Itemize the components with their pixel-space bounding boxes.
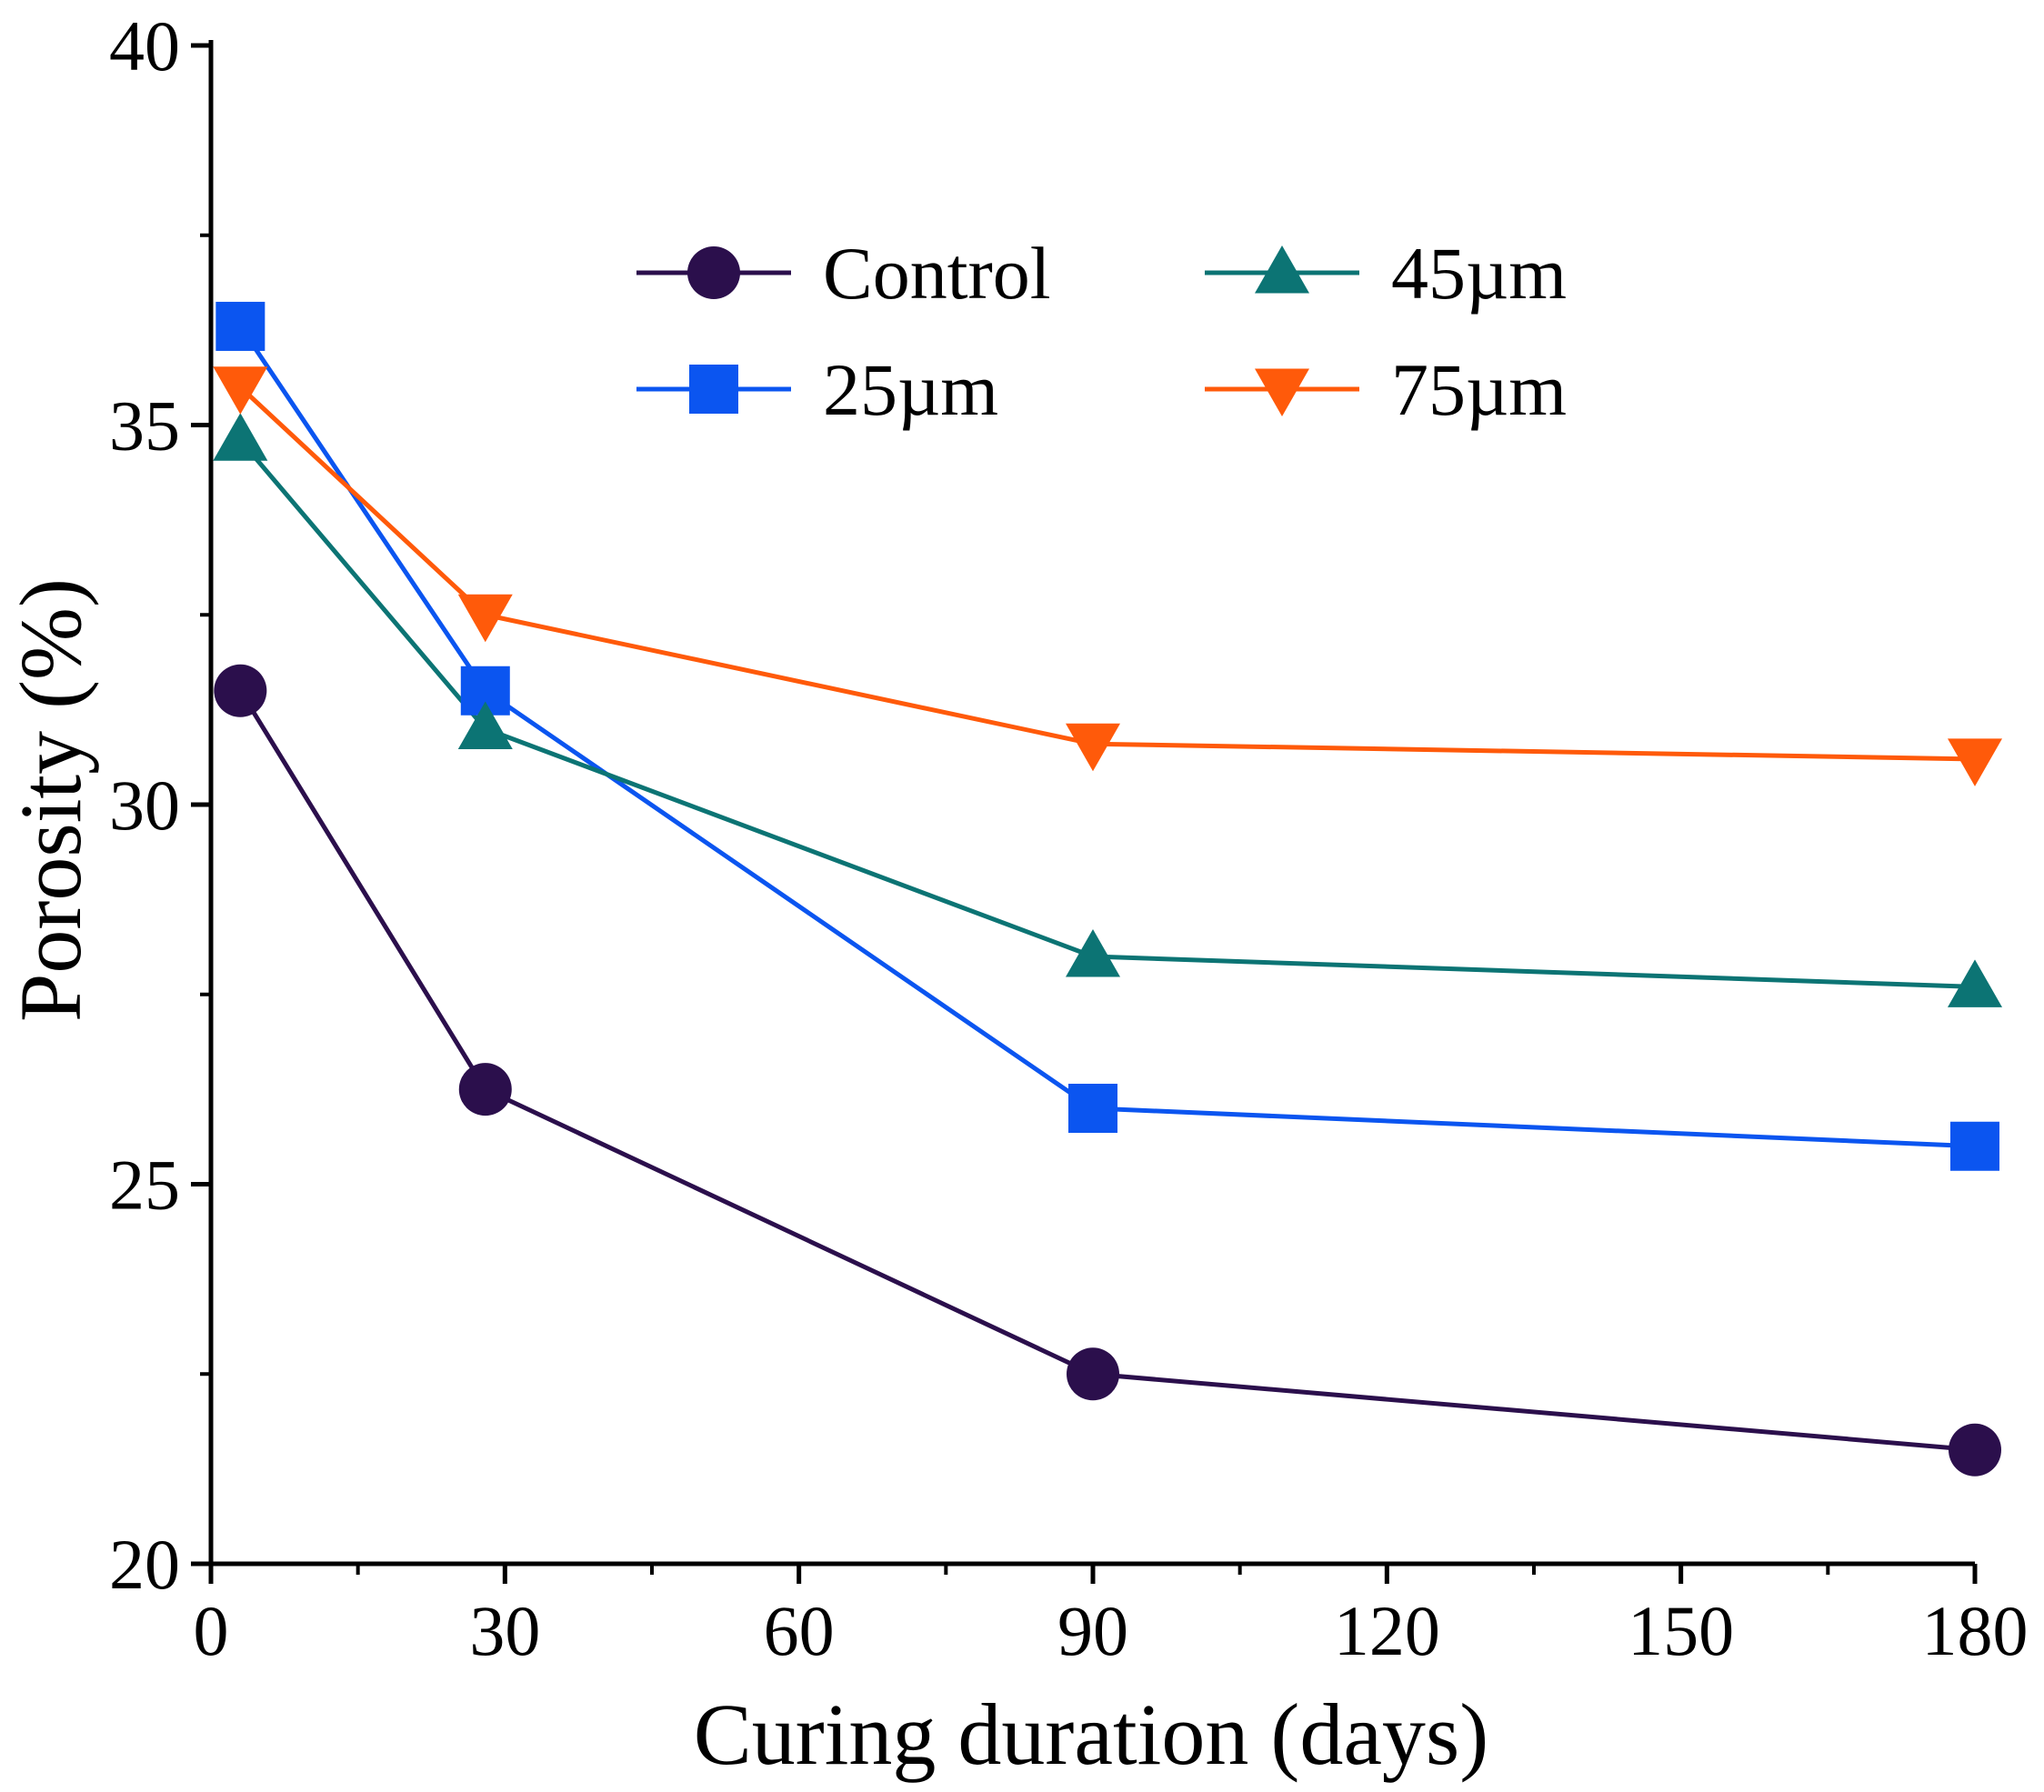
y-axis-title: Porosity (%) xyxy=(2,578,99,1022)
data-point-75um xyxy=(1948,738,2002,786)
data-point-75um xyxy=(213,366,268,415)
data-point-control xyxy=(1949,1423,2001,1477)
data-point-45um xyxy=(213,413,268,461)
data-point-25um xyxy=(1950,1121,1999,1171)
legend-item-45um: 45µm xyxy=(1205,232,1567,315)
data-point-25um xyxy=(215,301,266,351)
legend-label-45um: 45µm xyxy=(1391,232,1567,315)
legend-label-25um: 25µm xyxy=(823,348,998,431)
x-axis-title: Curing duration (days) xyxy=(694,1686,1489,1783)
data-point-control xyxy=(214,664,267,717)
legend-item-control: Control xyxy=(636,232,1051,315)
x-tick-label: 60 xyxy=(764,1591,835,1670)
plot-area: 0 30 60 90 120 150 180 20 25 30 35 40 xyxy=(109,6,2029,1670)
y-tick-label: 30 xyxy=(109,766,180,845)
x-tick-label: 180 xyxy=(1922,1591,2029,1670)
data-point-25um xyxy=(1068,1084,1117,1133)
y-tick-label: 20 xyxy=(109,1525,180,1604)
series-line-45um xyxy=(238,438,1976,989)
legend: Control 25µm 45µm 75µm xyxy=(636,232,1567,431)
y-tick-label: 35 xyxy=(109,386,180,466)
legend-marker-45um xyxy=(1255,245,1309,294)
series-line-25um xyxy=(238,325,1976,1149)
y-tick-label: 25 xyxy=(109,1146,180,1225)
legend-symbol-25um xyxy=(689,365,738,414)
x-tick-label: 90 xyxy=(1057,1591,1128,1670)
y-tick-label: 40 xyxy=(109,6,180,85)
data-point-control xyxy=(458,1063,512,1116)
legend-marker-25um xyxy=(689,365,738,414)
x-tick-label: 0 xyxy=(194,1591,229,1670)
data-point-45um xyxy=(1066,929,1120,977)
x-tick-label: 30 xyxy=(469,1591,540,1670)
legend-symbol-75um xyxy=(1255,368,1309,416)
legend-label-control: Control xyxy=(823,232,1051,315)
legend-label-75um: 75µm xyxy=(1391,348,1567,431)
legend-marker-control xyxy=(687,246,740,299)
legend-marker-75um xyxy=(1255,368,1309,416)
data-point-45um xyxy=(457,701,513,749)
legend-symbol-45um xyxy=(1255,245,1309,294)
data-point-45um xyxy=(1948,959,2002,1007)
data-point-control xyxy=(1067,1347,1119,1401)
legend-item-75um: 75µm xyxy=(1205,348,1567,431)
x-tick-label: 150 xyxy=(1628,1591,1734,1670)
series-line-control xyxy=(238,689,1976,1453)
legend-symbol-control xyxy=(687,246,740,299)
series-line-75um xyxy=(238,385,1976,762)
x-tick-label: 120 xyxy=(1334,1591,1440,1670)
legend-item-25um: 25µm xyxy=(636,348,998,431)
data-point-75um xyxy=(457,594,513,643)
data-point-75um xyxy=(1066,723,1120,772)
